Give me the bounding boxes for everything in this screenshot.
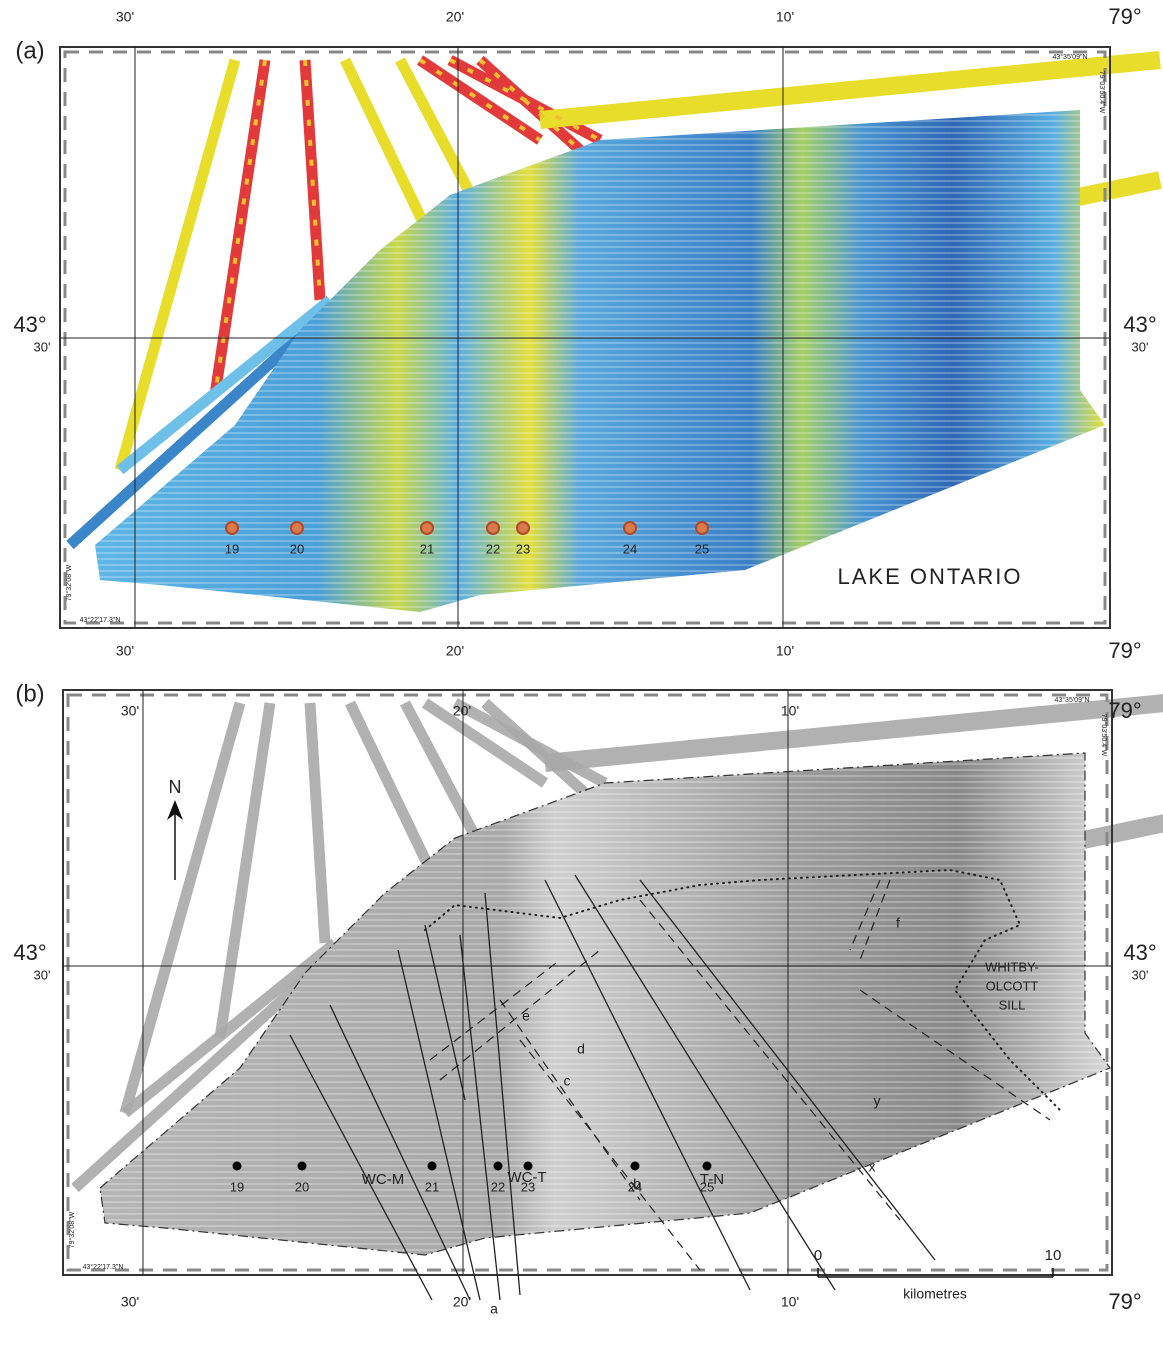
bottom-tick-label: 20' [446, 643, 464, 659]
site-marker [428, 1162, 437, 1171]
place-name: LAKE ONTARIO [838, 564, 1023, 589]
lat-label: 43° [13, 940, 46, 965]
top-tick-label: 79° [1108, 698, 1141, 723]
page: (a) 30' 30' 20' 20' 10' 10' 79° 79° 43° 30' 43° 30' 4… [0, 0, 1163, 1346]
site-marker [624, 522, 636, 534]
bottom-tick-label: 79° [1108, 1289, 1141, 1314]
feature-label: a [490, 1301, 498, 1317]
site-label: 21 [425, 1179, 439, 1194]
lat-label: 43° [1123, 940, 1156, 965]
lat-label: 43° [13, 312, 46, 337]
sill-label: WHITBY- [985, 959, 1039, 974]
bottom-tick-label: 79° [1108, 638, 1141, 663]
bottom-tick-label: 10' [781, 1294, 799, 1310]
site-marker [487, 522, 499, 534]
lat-label: 30' [1132, 967, 1149, 982]
site-label: 24 [623, 541, 637, 556]
lat-label: 30' [34, 339, 51, 354]
coord-note: 79°03'50.4"W [1100, 714, 1108, 757]
top-tick-label: 20' [446, 9, 464, 25]
site-label: 20 [290, 541, 304, 556]
zone-label: WC-T [507, 1169, 546, 1186]
lat-label: 30' [1132, 339, 1149, 354]
top-tick-label: 10' [781, 703, 799, 719]
top-tick-label: 30' [121, 703, 139, 719]
top-tick-label: 10' [776, 9, 794, 25]
sill-label: SILL [999, 997, 1026, 1012]
scale-tick-label: 0 [814, 1247, 822, 1264]
site-marker [226, 522, 238, 534]
site-label: 20 [295, 1179, 309, 1194]
site-label: 23 [516, 541, 530, 556]
panel-label: (a) [15, 37, 44, 64]
top-tick-label: 79° [1108, 4, 1141, 29]
feature-label: b [633, 1176, 641, 1192]
lat-label: 30' [34, 967, 51, 982]
site-marker [703, 1162, 712, 1171]
top-tick-label: 30' [116, 9, 134, 25]
lat-label: 43° [1123, 312, 1156, 337]
figure: (a) 30' 30' 20' 20' 10' 10' 79° 79° 43° 30' 43° 30' 4… [0, 0, 1163, 1346]
site-label: 25 [695, 541, 709, 556]
coord-note: 79°32'08"W [68, 1211, 76, 1248]
site-marker [298, 1162, 307, 1171]
feature-label: c [564, 1073, 571, 1089]
feature-label: e [522, 1008, 530, 1024]
site-label: 21 [420, 541, 434, 556]
top-tick-label: 20' [453, 703, 471, 719]
site-marker [631, 1162, 640, 1171]
site-marker [696, 522, 708, 534]
bottom-tick-label: 30' [116, 643, 134, 659]
feature-label: y [874, 1093, 881, 1109]
survey-track [310, 703, 325, 943]
site-label: 19 [225, 541, 239, 556]
site-marker [494, 1162, 503, 1171]
coord-note: 79°03'50.4"W [1098, 71, 1106, 114]
coord-note: 43°35'09"N [1054, 696, 1089, 704]
feature-label: d [577, 1041, 585, 1057]
zone-label: WC-M [362, 1171, 404, 1188]
panel-label: (b) [15, 680, 44, 707]
site-label: 22 [486, 541, 500, 556]
zone-label: T-N [700, 1171, 724, 1188]
site-marker [233, 1162, 242, 1171]
bottom-tick-label: 30' [121, 1294, 139, 1310]
north-label: N [169, 777, 182, 797]
site-marker [291, 522, 303, 534]
feature-label: f [896, 915, 900, 931]
bottom-tick-label: 10' [776, 643, 794, 659]
sill-label: OLCOTT [986, 978, 1039, 993]
coord-note: 43°35'09"N [1052, 53, 1087, 61]
site-marker [517, 522, 529, 534]
feature-label: x [869, 1159, 876, 1175]
site-label: 22 [491, 1179, 505, 1194]
coord-note: 79°32'08"W [65, 564, 73, 601]
coord-note: 43°22'17.3"N [80, 616, 121, 624]
coord-note: 43°22'17.3"N [83, 1263, 124, 1271]
scale-tick-label: 10 [1045, 1247, 1062, 1264]
site-marker [421, 522, 433, 534]
scale-unit: kilometres [903, 1286, 967, 1302]
site-label: 19 [230, 1179, 244, 1194]
